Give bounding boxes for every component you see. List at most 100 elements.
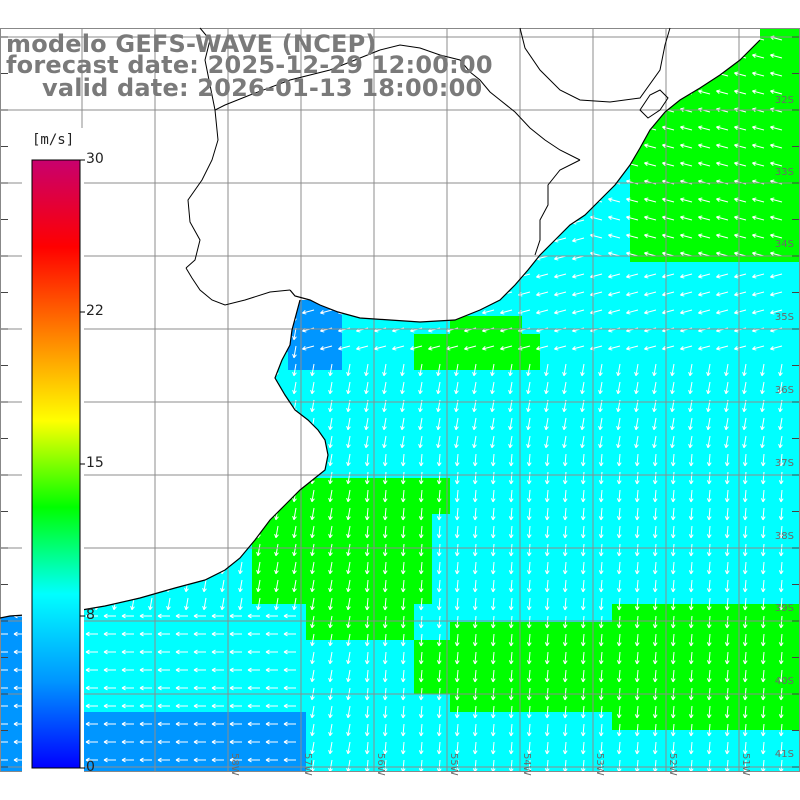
wind-arrow bbox=[148, 291, 153, 305]
wind-arrow bbox=[256, 489, 261, 503]
wind-arrow bbox=[211, 721, 224, 727]
wind-arrow bbox=[256, 219, 261, 233]
speed-cell bbox=[720, 712, 738, 730]
speed-cell bbox=[432, 352, 450, 370]
speed-cell bbox=[180, 514, 198, 532]
speed-cell bbox=[486, 586, 504, 604]
wind-arrow bbox=[490, 651, 496, 665]
wind-arrow bbox=[148, 381, 153, 395]
speed-cell bbox=[684, 244, 702, 262]
wind-arrow bbox=[598, 435, 603, 449]
speed-cell bbox=[90, 748, 108, 766]
speed-cell bbox=[648, 712, 666, 730]
wind-arrow bbox=[770, 309, 783, 315]
speed-cell bbox=[396, 388, 414, 406]
wind-arrow bbox=[22, 111, 27, 125]
speed-cell bbox=[216, 334, 234, 352]
wind-arrow bbox=[598, 633, 604, 647]
speed-cell bbox=[594, 334, 612, 352]
wind-arrow bbox=[112, 561, 117, 575]
wind-arrow bbox=[544, 741, 550, 755]
speed-cell bbox=[666, 586, 684, 604]
speed-cell bbox=[126, 496, 144, 514]
wind-arrow bbox=[328, 525, 333, 539]
speed-cell bbox=[450, 676, 468, 694]
speed-cell bbox=[360, 244, 378, 262]
wind-arrow bbox=[482, 147, 495, 153]
speed-cell bbox=[576, 172, 594, 190]
wind-arrow bbox=[320, 129, 333, 135]
lon-label-57w: 57W bbox=[302, 753, 313, 776]
wind-arrow bbox=[157, 757, 170, 763]
wind-arrow bbox=[698, 309, 711, 315]
speed-cell bbox=[558, 658, 576, 676]
speed-cell bbox=[216, 532, 234, 550]
speed-cell bbox=[306, 226, 324, 244]
speed-cell bbox=[432, 568, 450, 586]
speed-cell bbox=[180, 496, 198, 514]
wind-arrow bbox=[644, 251, 657, 257]
speed-cell bbox=[702, 46, 720, 64]
wind-arrow bbox=[734, 161, 747, 167]
wind-arrow bbox=[256, 147, 261, 161]
speed-cell bbox=[594, 676, 612, 694]
wind-arrow bbox=[338, 201, 351, 207]
speed-cell bbox=[612, 370, 630, 388]
speed-cell bbox=[558, 298, 576, 316]
speed-cell bbox=[396, 460, 414, 478]
wind-arrow bbox=[418, 705, 424, 719]
wind-arrow bbox=[554, 183, 567, 189]
wind-arrow bbox=[652, 597, 658, 611]
speed-cell bbox=[216, 316, 234, 334]
speed-cell bbox=[756, 118, 774, 136]
speed-cell bbox=[396, 172, 414, 190]
wind-arrow bbox=[0, 631, 8, 637]
speed-cell bbox=[324, 190, 342, 208]
wind-arrow bbox=[382, 723, 388, 737]
wind-arrow bbox=[626, 233, 639, 239]
wind-arrow bbox=[302, 219, 315, 225]
wind-arrow bbox=[229, 703, 242, 709]
wind-arrow bbox=[184, 327, 189, 341]
wind-arrow bbox=[626, 125, 639, 131]
wind-arrow bbox=[103, 739, 116, 745]
wind-arrow bbox=[616, 507, 622, 521]
wind-arrow bbox=[418, 579, 424, 593]
speed-cell bbox=[774, 226, 792, 244]
wind-arrow bbox=[112, 363, 117, 377]
wind-arrow bbox=[328, 669, 333, 683]
speed-cell bbox=[468, 370, 486, 388]
speed-cell bbox=[738, 604, 756, 622]
wind-arrow bbox=[544, 507, 550, 521]
speed-cell bbox=[648, 226, 666, 244]
speed-cell bbox=[666, 190, 684, 208]
speed-cell bbox=[522, 370, 540, 388]
speed-cell bbox=[558, 478, 576, 496]
speed-cell bbox=[558, 334, 576, 352]
speed-cell bbox=[144, 676, 162, 694]
wind-arrow bbox=[644, 345, 657, 351]
speed-cell bbox=[504, 478, 522, 496]
speed-cell bbox=[378, 334, 396, 352]
speed-cell bbox=[252, 766, 270, 772]
wind-arrow bbox=[175, 721, 188, 727]
speed-cell bbox=[324, 352, 342, 370]
lon-label-55w: 55W bbox=[448, 753, 459, 776]
speed-cell bbox=[216, 676, 234, 694]
speed-cell bbox=[540, 280, 558, 298]
speed-cell bbox=[774, 334, 792, 352]
wind-arrow bbox=[166, 381, 171, 395]
speed-cell bbox=[504, 334, 522, 352]
speed-cell bbox=[468, 604, 486, 622]
wind-arrow bbox=[752, 345, 765, 351]
speed-cell bbox=[54, 100, 72, 118]
wind-arrow bbox=[616, 417, 621, 431]
speed-cell bbox=[378, 208, 396, 226]
wind-arrow bbox=[202, 219, 207, 233]
wind-arrow bbox=[554, 93, 567, 99]
wind-arrow bbox=[4, 435, 9, 449]
speed-cell bbox=[738, 586, 756, 604]
speed-cell bbox=[612, 100, 630, 118]
speed-cell bbox=[108, 370, 126, 388]
speed-cell bbox=[576, 190, 594, 208]
